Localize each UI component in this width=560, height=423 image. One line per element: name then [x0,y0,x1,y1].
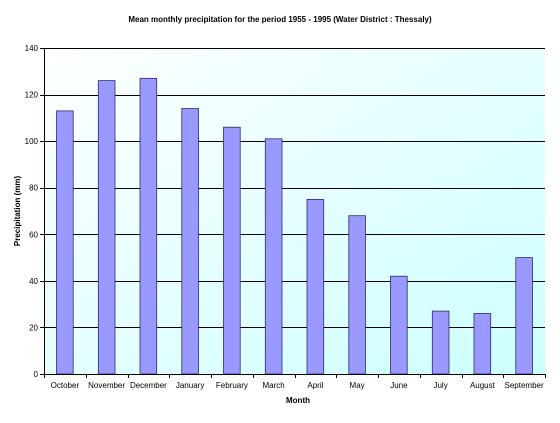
bar-july [431,310,450,375]
bar-october [56,110,74,375]
x-tick-label: January [176,381,204,390]
bar-september [515,257,533,375]
bar-june [390,275,408,375]
x-tick-label: September [505,381,544,390]
bar-april [306,198,325,375]
bar-november [97,80,116,375]
bar-december [139,77,158,375]
x-tick-label: February [216,381,248,390]
x-tick-label: November [88,381,125,390]
y-tick-label: 0 [34,370,39,379]
plot-area [44,48,545,374]
chart-title: Mean monthly precipitation for the perio… [128,15,432,24]
y-tick-label: 140 [25,44,39,53]
y-tick-label: 40 [29,277,38,286]
y-tick-label: 100 [25,137,39,146]
y-tick-labels: 0 20 40 60 80 100 120 140 [25,44,39,379]
x-tick-label: October [51,381,80,390]
x-tick-labels: October November December January February Ma… [51,381,544,390]
x-tick-label: May [350,381,365,390]
bar-february [223,126,241,375]
axes [40,48,546,378]
y-tick-label: 20 [29,323,38,332]
y-tick-label: 60 [29,230,38,239]
x-tick-label: March [262,381,284,390]
bar-march [264,138,283,375]
y-tick-label: 80 [29,184,38,193]
x-tick-label: August [470,381,496,390]
x-axis-title: Month [286,396,310,405]
bar-january [181,108,199,375]
x-tick-label: April [307,381,323,390]
x-tick-label: July [433,381,447,390]
y-tick-label: 120 [25,91,39,100]
bars [56,77,533,375]
bar-august [473,313,492,375]
x-tick-label: December [130,381,167,390]
y-axis-title: Precipitation (mm) [13,176,22,247]
bar-may [348,215,366,375]
gridlines [44,48,545,328]
x-tick-label: June [390,381,408,390]
